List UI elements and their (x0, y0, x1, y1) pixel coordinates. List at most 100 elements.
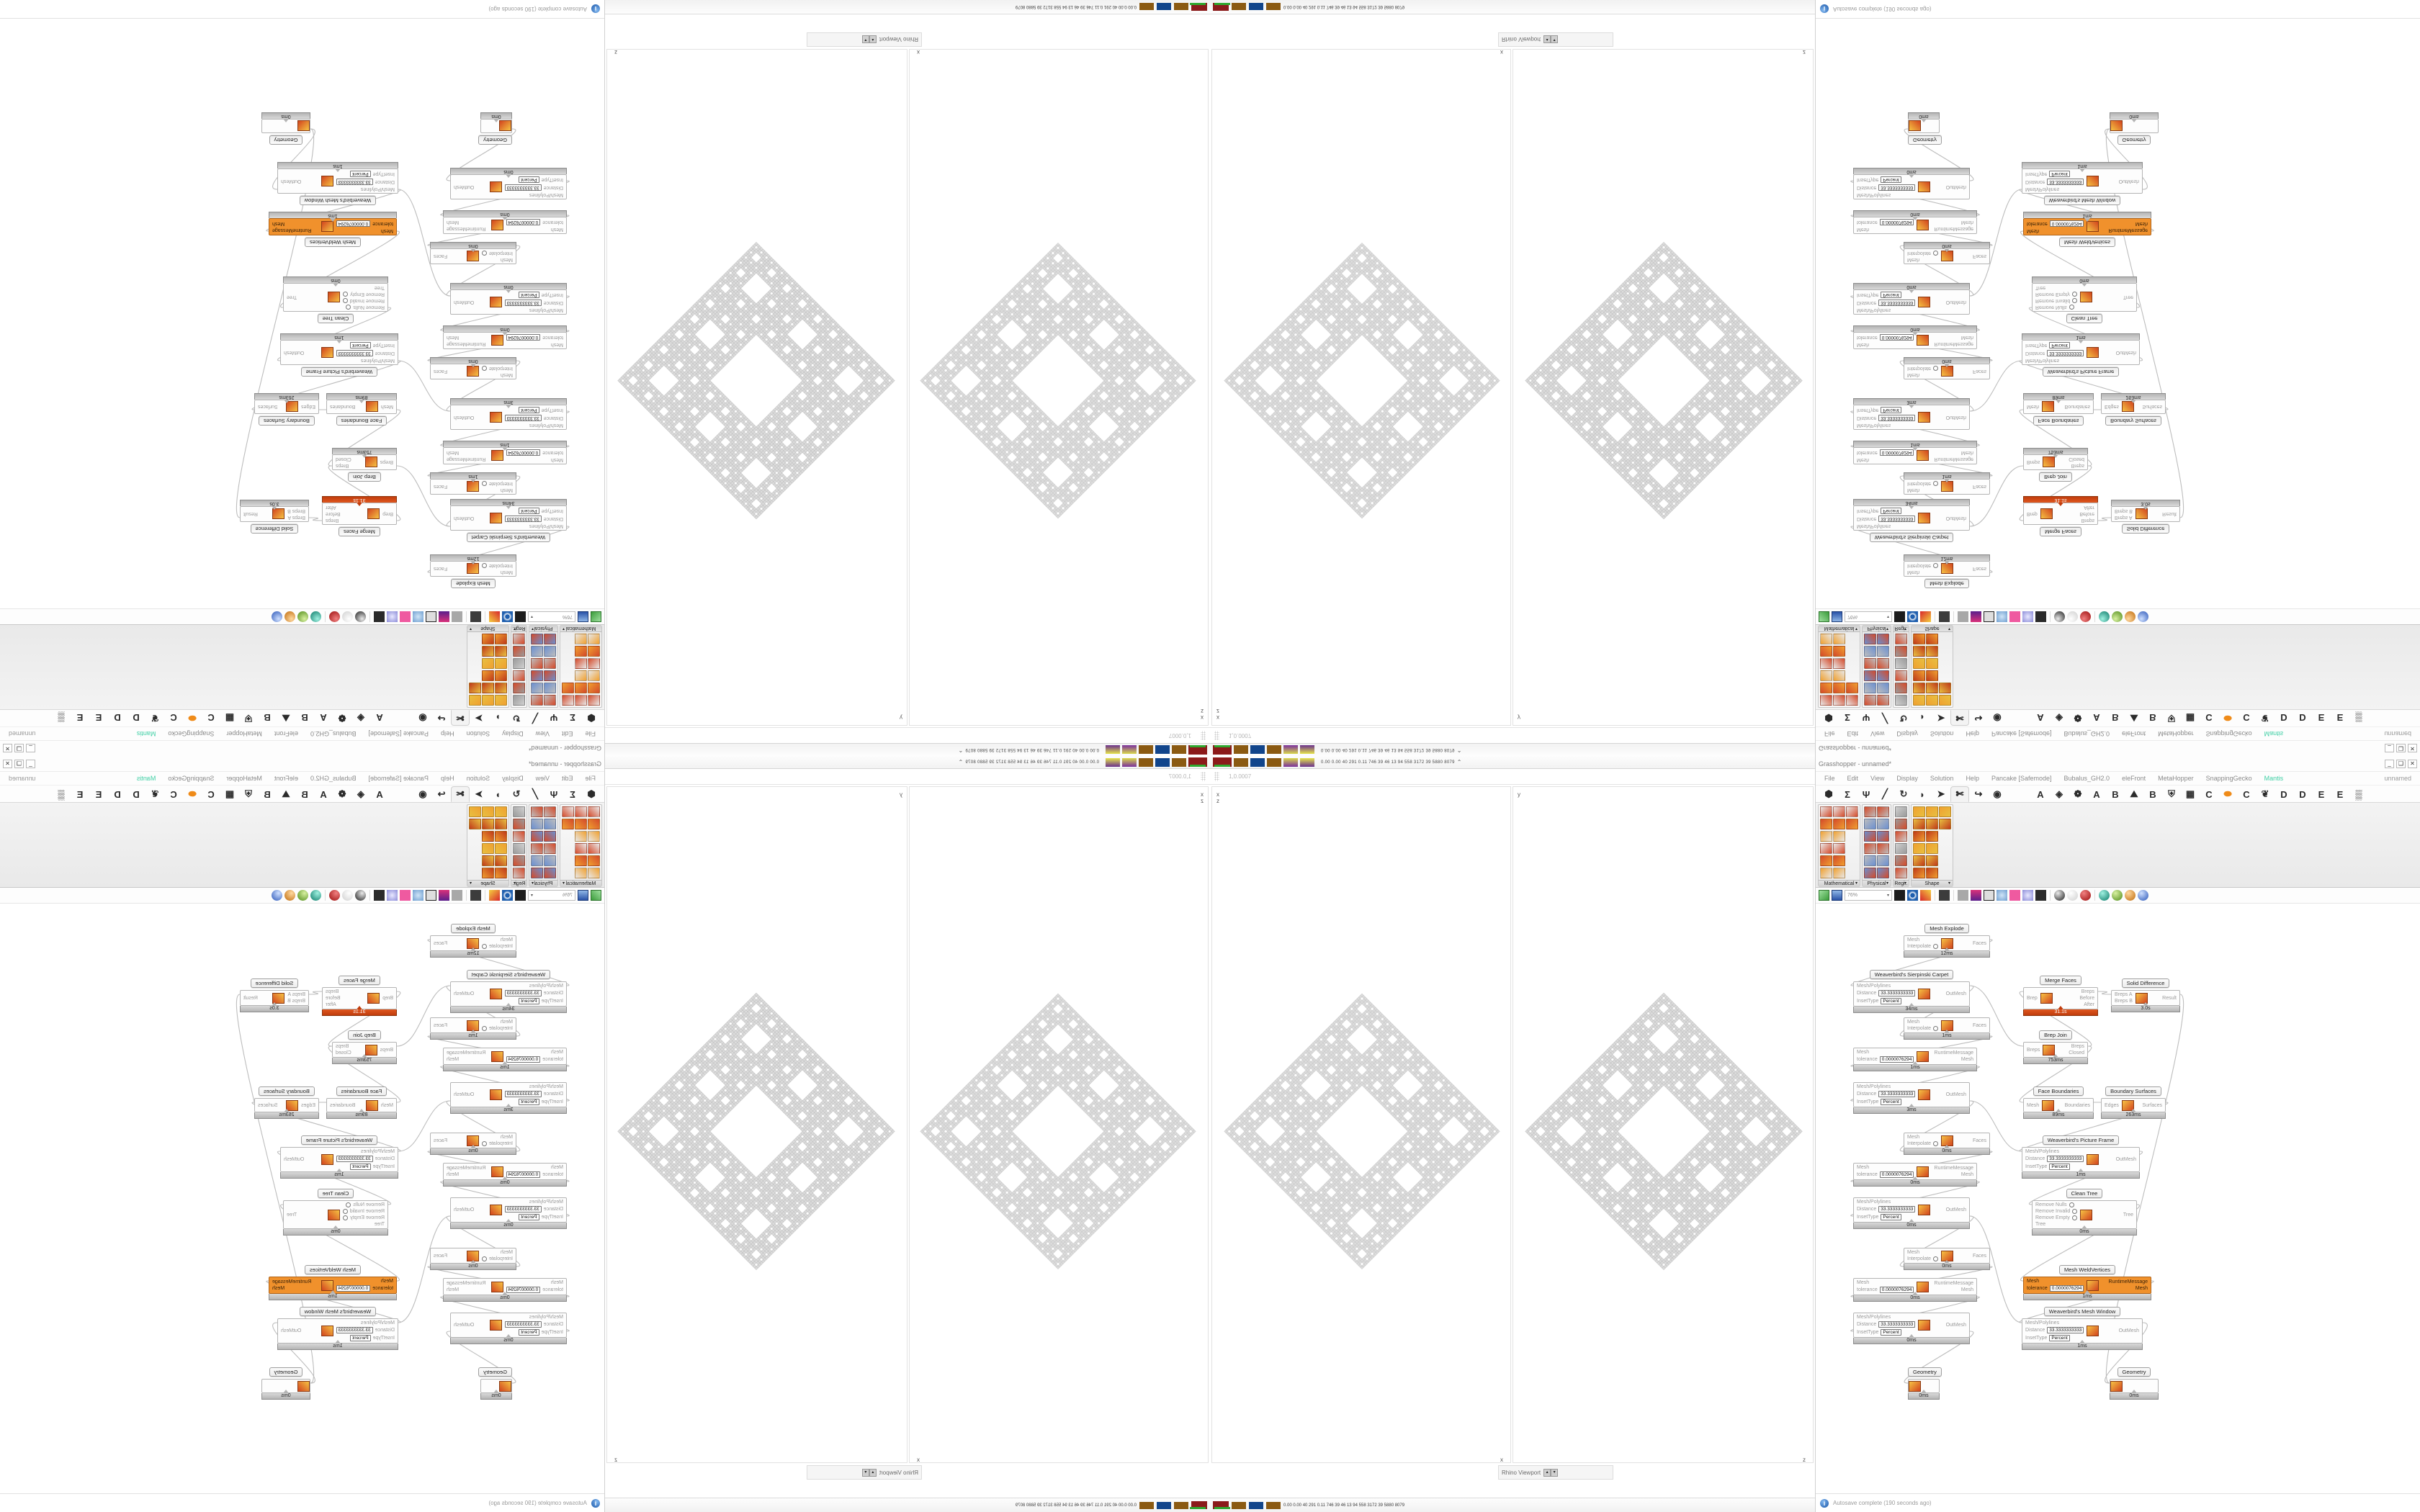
gh-port-value[interactable]: Percent (1881, 292, 1901, 298)
gh-node-caption[interactable]: Solid Difference (2121, 524, 2170, 534)
gh-input-port[interactable]: Mesh/Polylines (358, 1320, 398, 1326)
spinner-down-icon[interactable]: ▾ (1551, 35, 1559, 44)
gh-node-inputs[interactable]: Mesh tolerance 0.0000076294 (1854, 333, 1917, 348)
viewport-tab-left[interactable]: Rhino Viewport ▴ ▾ (1498, 1465, 1613, 1480)
gh-node-caption[interactable]: Solid Difference (250, 524, 299, 534)
ribbon-component-icon-3-7[interactable] (482, 819, 494, 829)
layer-swatch-2[interactable] (1250, 745, 1265, 755)
save-document-icon[interactable] (1832, 890, 1842, 901)
gh-output-port[interactable]: RuntimeMessage (444, 456, 488, 462)
gh-output-port[interactable]: OutMesh (451, 1092, 477, 1097)
gh-node-inputs[interactable]: Mesh tolerance 0.0000076294 (503, 448, 566, 464)
menu-item-bubalus-gh2-0[interactable]: Bubalus_GH2.0 (2064, 730, 2110, 737)
gh-node-caption[interactable]: Face Boundaries (336, 1086, 387, 1096)
ribbon-group-icons[interactable] (1913, 806, 1951, 879)
gh-node-body[interactable]: Mesh/Polylines Distance 33.3333333333 Inset… (450, 505, 567, 531)
gh-input-port[interactable]: Distance 33.3333333333 (1854, 1206, 1918, 1212)
gh-node-inputs[interactable]: Mesh/Polylines Distance 33.3333333333 Inset… (333, 341, 398, 364)
gh-output-port[interactable]: Result (2159, 996, 2179, 1001)
gh-input-port[interactable]: Distance 33.3333333333 (502, 1206, 566, 1212)
rhino-viewport-left[interactable]: x z x z (1211, 49, 1511, 726)
gh-output-port[interactable]: Tree (284, 1212, 300, 1218)
grasshopper-ribbon-panel[interactable]: Mathematical Physical Regi.. Shape (1816, 803, 2420, 888)
gh-output-port[interactable]: Mesh (1958, 450, 1976, 455)
gh-node-inputs[interactable]: Mesh/Polylines Distance 33.3333333333 Inset… (502, 290, 566, 314)
gh-node-outputs[interactable]: Faces (1970, 483, 1989, 491)
gh-input-port[interactable]: tolerance 0.0000076294 (1854, 334, 1917, 341)
preview-eye-icon[interactable] (502, 890, 513, 901)
gh-node-inputs[interactable]: Breps (377, 459, 396, 467)
bake-icon[interactable] (1920, 611, 1931, 622)
gh-port-value[interactable]: 0.0000076294 (506, 1171, 541, 1178)
ribbon-component-icon-1-3[interactable] (1864, 843, 1876, 854)
gh-output-port[interactable]: Before (323, 511, 344, 516)
gh-output-port[interactable]: Faces (1970, 1138, 1989, 1143)
ribbon-component-icon-0-2[interactable] (588, 670, 600, 681)
gh-node-outputs[interactable]: OutMesh (1943, 1321, 1969, 1329)
ribbon-component-icon-0-9[interactable] (1833, 658, 1845, 669)
gh-node-inputs[interactable]: Mesh/Polylines Distance 33.3333333333 Inset… (2022, 341, 2087, 364)
menu-item-help[interactable]: Help (1966, 730, 1979, 737)
gh-node-inputs[interactable]: Mesh tolerance 0.0000076294 (2024, 1277, 2087, 1293)
gh-output-port[interactable]: OutMesh (2116, 1328, 2142, 1333)
ribbon-component-icon-1-7[interactable] (1877, 683, 1889, 693)
gh-node-caption[interactable]: Mesh Explode (451, 579, 496, 588)
plugin-tab-11[interactable]: C (2237, 786, 2256, 802)
ribbon-component-icon-1-2[interactable] (544, 670, 556, 681)
gh-node-n1[interactable]: Mesh Explode Mesh Interpolate Faces 12ms (1904, 554, 1990, 591)
gh-output-port[interactable]: Faces (431, 254, 450, 259)
gh-input-port[interactable]: Breps A (2112, 515, 2136, 520)
gh-input-port[interactable]: Interpolate (479, 481, 516, 486)
plugin-tab-13[interactable]: D (2275, 786, 2293, 802)
gh-node-outputs[interactable]: OutMesh (451, 1091, 477, 1099)
gh-node-body[interactable] (2110, 1379, 2159, 1393)
gh-input-port[interactable]: Interpolate (479, 366, 516, 371)
gh-node-m4[interactable]: Face Boundaries Mesh Boundaries 89ms (326, 393, 397, 428)
ribbon-maths-tab[interactable]: Σ (563, 710, 582, 726)
gh-input-port[interactable]: InsetType Percent (2022, 1164, 2073, 1170)
menu-item-help[interactable]: Help (1966, 775, 1979, 782)
gh-node-body[interactable]: Mesh/Polylines Distance 33.3333333333 Inset… (450, 405, 567, 430)
gh-node-outputs[interactable]: OutMesh (1943, 298, 1969, 306)
menu-item-metahopper[interactable]: MetaHopper (2158, 775, 2194, 782)
gh-node-caption[interactable]: Geometry (269, 1367, 303, 1377)
gh-input-port[interactable]: InsetType Percent (1854, 407, 1904, 413)
gh-node-inputs[interactable]: Breps A Breps B (2112, 507, 2136, 521)
gh-port-value[interactable]: 0.0000076294 (506, 219, 541, 225)
gh-output-port[interactable]: RuntimeMessage (444, 226, 488, 231)
gh-node-inputs[interactable]: Mesh tolerance 0.0000076294 (1854, 1279, 1917, 1295)
gh-port-toggle[interactable] (2071, 1215, 2077, 1220)
gh-node-inputs[interactable]: Mesh/Polylines Distance 33.3333333333 Inset… (1854, 290, 1918, 314)
ribbon-component-icon-3-11[interactable] (482, 634, 494, 644)
gh-input-port[interactable]: Breps B (2112, 508, 2136, 513)
ribbon-transform-tab[interactable]: ↪ (432, 786, 451, 802)
gh-input-port[interactable]: Mesh/Polylines (358, 1149, 398, 1154)
ribbon-group-physical[interactable]: Physical (529, 625, 558, 708)
gh-node-outputs[interactable]: OutMesh (1943, 990, 1969, 998)
gh-input-port[interactable]: tolerance 0.0000076294 (333, 1285, 396, 1292)
plugin-tab-11[interactable]: C (164, 786, 183, 802)
grasshopper-canvas[interactable]: Mesh Explode Mesh Interpolate Faces 12ms Weav… (1816, 904, 2420, 1493)
preview-eye-icon[interactable] (1907, 611, 1918, 622)
gh-node-m2[interactable]: Solid Difference Breps A Breps B Result 3.0s (2111, 976, 2180, 1012)
sphere-orange-icon[interactable] (284, 890, 295, 901)
gh-node-caption[interactable]: Weaverbird's Picture Frame (300, 367, 378, 377)
gh-input-port[interactable]: Remove Empty (340, 1215, 387, 1220)
profiler-icon[interactable] (1958, 611, 1968, 622)
menu-item-edit[interactable]: Edit (1847, 775, 1859, 782)
ribbon-component-icon-3-2[interactable] (1913, 831, 1925, 842)
gh-node-outputs[interactable]: Boundaries (327, 403, 358, 411)
gh-input-port[interactable]: InsetType Percent (1854, 1099, 1904, 1105)
plugin-tab-9[interactable]: C (202, 710, 220, 726)
ribbon-component-icon-0-11[interactable] (1833, 634, 1845, 644)
plugin-tab-11[interactable]: C (164, 710, 183, 726)
scribble-icon[interactable] (2035, 611, 2046, 622)
gh-output-port[interactable]: Tree (2120, 1212, 2136, 1218)
gh-node-m8[interactable]: Mesh WeldVertices Mesh tolerance 0.00000762… (2023, 212, 2151, 250)
layer-swatch-b2[interactable] (1249, 3, 1263, 11)
gh-input-port[interactable]: Mesh (1904, 372, 1922, 377)
gh-port-value[interactable]: 33.3333333333 (336, 1327, 373, 1333)
sphere-dark-icon[interactable] (355, 611, 366, 622)
ribbon-component-icon-3-10[interactable] (1926, 855, 1938, 866)
ribbon-sets-tab[interactable]: Ψ (1857, 710, 1876, 726)
